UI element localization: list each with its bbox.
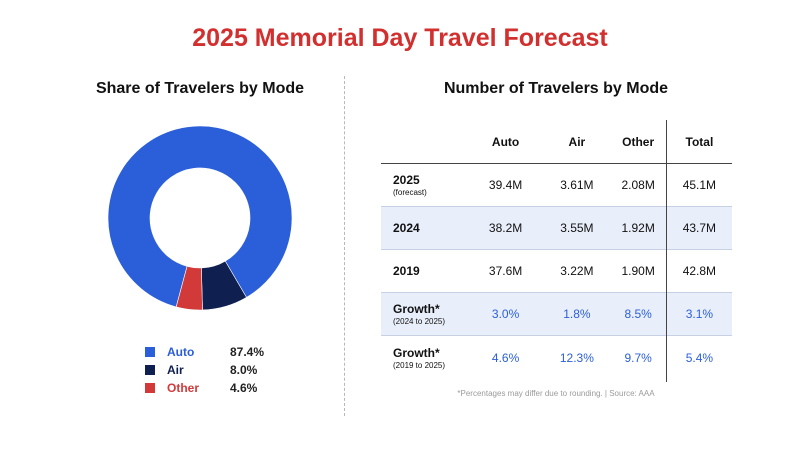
legend-swatch-air	[145, 365, 155, 375]
row-sublabel: (forecast)	[393, 188, 427, 197]
cell-air: 12.3%	[559, 350, 594, 365]
cell-total: 45.1M	[682, 178, 717, 192]
legend-item-air: Air 8.0%	[145, 361, 264, 379]
table-header-row: Auto Air Other Total	[381, 120, 732, 164]
section-divider	[344, 76, 345, 416]
cell-air: 3.61M	[560, 178, 594, 192]
cell-auto: 4.6%	[491, 350, 520, 365]
cell-auto: 39.4M	[488, 178, 523, 192]
cell-air: 1.8%	[563, 307, 591, 321]
legend-value-air: 8.0%	[230, 363, 258, 377]
table-row-growth-2019-2025: Growth* (2019 to 2025) 4.6% 12.3% 9.7% 5…	[381, 336, 732, 379]
legend-label-air: Air	[167, 363, 184, 377]
legend-label-other: Other	[167, 381, 200, 395]
table-row-2019: 2019 37.6M 3.22M 1.90M 42.8M	[381, 250, 732, 293]
cell-other: 1.90M	[621, 264, 655, 278]
cell-total: 43.7M	[682, 221, 717, 235]
legend-label-auto: Auto	[167, 345, 195, 359]
total-column-divider	[666, 120, 667, 382]
header-air: Air	[568, 134, 586, 149]
row-label: Growth*	[393, 345, 440, 360]
legend-value-other: 4.6%	[230, 381, 258, 395]
donut-chart-title: Share of Travelers by Mode	[95, 80, 305, 97]
row-label: 2024	[393, 221, 420, 235]
page-title: 2025 Memorial Day Travel Forecast	[192, 24, 608, 52]
cell-other: 9.7%	[624, 350, 652, 365]
table-row-growth-2024-2025: Growth* (2024 to 2025) 3.0% 1.8% 8.5% 3.…	[381, 293, 732, 336]
legend-swatch-other	[145, 383, 155, 393]
donut-slice-other	[175, 265, 203, 311]
cell-air: 3.55M	[560, 221, 594, 235]
cell-air: 3.22M	[560, 264, 594, 278]
cell-total: 42.8M	[682, 264, 717, 278]
cell-auto: 3.0%	[491, 307, 520, 321]
cell-total: 5.4%	[685, 350, 714, 365]
legend-item-other: Other 4.6%	[145, 379, 264, 397]
cell-auto: 38.2M	[488, 221, 523, 235]
cell-other: 1.92M	[621, 221, 655, 235]
legend-item-auto: Auto 87.4%	[145, 343, 264, 361]
cell-other: 8.5%	[624, 307, 652, 321]
chart-legend: Auto 87.4% Air 8.0% Other 4.6%	[145, 343, 264, 397]
row-sublabel: (2024 to 2025)	[393, 317, 446, 326]
travelers-table: Auto Air Other Total 2025 (forecast) 39.…	[381, 120, 732, 379]
donut-slice-auto	[107, 125, 293, 308]
table-row-2025: 2025 (forecast) 39.4M 3.61M 2.08M 45.1M	[381, 164, 732, 207]
table-title: Number of Travelers by Mode	[443, 80, 669, 97]
donut-chart	[107, 125, 293, 311]
cell-total: 3.1%	[685, 307, 714, 321]
row-label: Growth*	[393, 302, 440, 316]
cell-other: 2.08M	[621, 178, 655, 192]
footnote: *Percentages may differ due to rounding.…	[457, 389, 655, 398]
legend-value-auto: 87.4%	[230, 345, 265, 359]
header-total: Total	[685, 134, 714, 149]
row-sublabel: (2019 to 2025)	[393, 360, 446, 370]
table-row-2024: 2024 38.2M 3.55M 1.92M 43.7M	[381, 207, 732, 250]
legend-swatch-auto	[145, 347, 155, 357]
cell-auto: 37.6M	[488, 264, 523, 278]
header-other: Other	[622, 134, 655, 149]
row-label: 2025	[393, 173, 420, 187]
header-auto: Auto	[491, 134, 520, 149]
row-label: 2019	[393, 264, 420, 278]
